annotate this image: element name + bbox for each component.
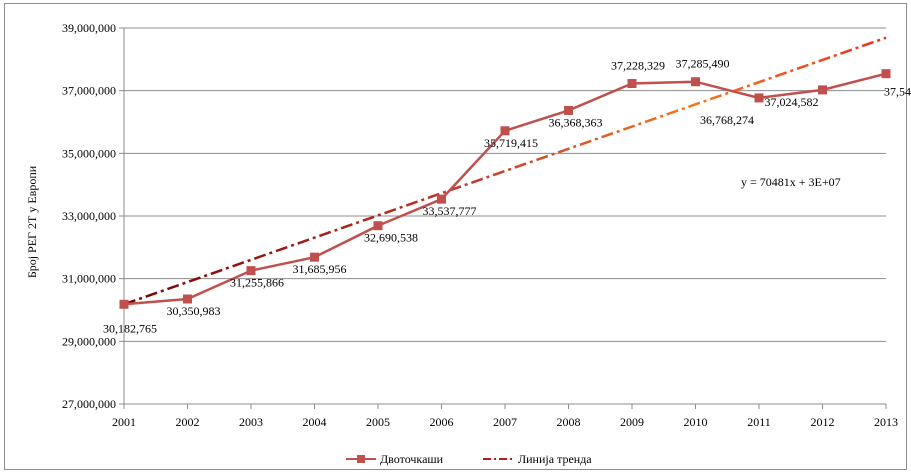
x-tick-label: 2012 xyxy=(811,415,835,429)
data-point-marker xyxy=(754,93,764,103)
y-tick-label: 35,000,000 xyxy=(62,146,116,160)
data-label: 36,368,363 xyxy=(549,115,603,129)
data-label: 33,537,777 xyxy=(423,204,477,218)
trend-equation: y = 70481x + 3E+07 xyxy=(741,175,841,189)
x-tick-label: 2006 xyxy=(430,415,454,429)
data-label: 37,541,888 xyxy=(884,85,911,99)
legend-series-marker xyxy=(357,455,365,463)
data-point-marker xyxy=(881,69,891,79)
data-label: 30,182,765 xyxy=(103,321,157,335)
gridlines xyxy=(124,27,886,342)
data-point-marker xyxy=(183,294,192,304)
data-label: 32,690,538 xyxy=(364,231,418,245)
data-label: 35,719,415 xyxy=(484,136,538,150)
y-tick-label: 33,000,000 xyxy=(62,209,116,223)
y-axis-title: Број РЕГ 2Т у Европи xyxy=(25,165,39,278)
data-label: 30,350,983 xyxy=(167,304,221,318)
y-tick-label: 29,000,000 xyxy=(62,334,116,348)
data-label: 37,228,329 xyxy=(611,59,665,73)
x-tick-label: 2009 xyxy=(620,415,644,429)
data-point-marker xyxy=(564,105,573,115)
legend-trend-label: Линија тренда xyxy=(518,452,592,466)
x-tick-label: 2001 xyxy=(112,415,136,429)
data-label: 37,285,490 xyxy=(676,57,730,71)
y-tick-label: 39,000,000 xyxy=(62,21,116,35)
data-point-marker xyxy=(246,266,256,276)
data-point-marker xyxy=(310,252,319,262)
legend: Двоточкаши Линија тренда xyxy=(346,452,592,466)
x-tick-label: 2007 xyxy=(493,415,517,429)
x-tick-label: 2004 xyxy=(303,415,327,429)
data-point-marker xyxy=(627,79,637,89)
chart-frame xyxy=(4,3,907,470)
y-tick-label: 27,000,000 xyxy=(62,397,116,411)
data-label: 37,024,582 xyxy=(765,95,819,109)
trendline-path xyxy=(123,36,887,306)
legend-series-label: Двоточкаши xyxy=(380,452,444,466)
x-tick-label: 2011 xyxy=(747,415,771,429)
data-point-marker xyxy=(119,299,129,309)
data-labels: 30,182,765 30,350,983 31,255,866 31,685,956… xyxy=(103,57,911,336)
data-point-marker xyxy=(818,85,827,95)
axes: 27,000,000 29,000,000 31,000,000 33,000,000… xyxy=(62,21,898,429)
x-tick-label: 2013 xyxy=(874,415,898,429)
x-tick-label: 2008 xyxy=(557,415,581,429)
data-label: 36,768,274 xyxy=(700,113,754,127)
data-label: 31,685,956 xyxy=(293,262,347,276)
x-tick-label: 2003 xyxy=(239,415,263,429)
x-tick-label: 2010 xyxy=(684,415,708,429)
data-point-marker xyxy=(437,194,446,204)
data-label: 31,255,866 xyxy=(230,276,284,290)
x-tick-label: 2005 xyxy=(366,415,390,429)
data-point-marker xyxy=(691,77,700,87)
data-point-marker xyxy=(500,126,510,136)
y-tick-label: 31,000,000 xyxy=(62,272,116,286)
y-tick-label: 37,000,000 xyxy=(62,84,116,98)
trendline xyxy=(123,36,887,306)
data-point-marker xyxy=(373,221,383,231)
series-line xyxy=(119,69,891,309)
x-tick-label: 2002 xyxy=(176,415,200,429)
